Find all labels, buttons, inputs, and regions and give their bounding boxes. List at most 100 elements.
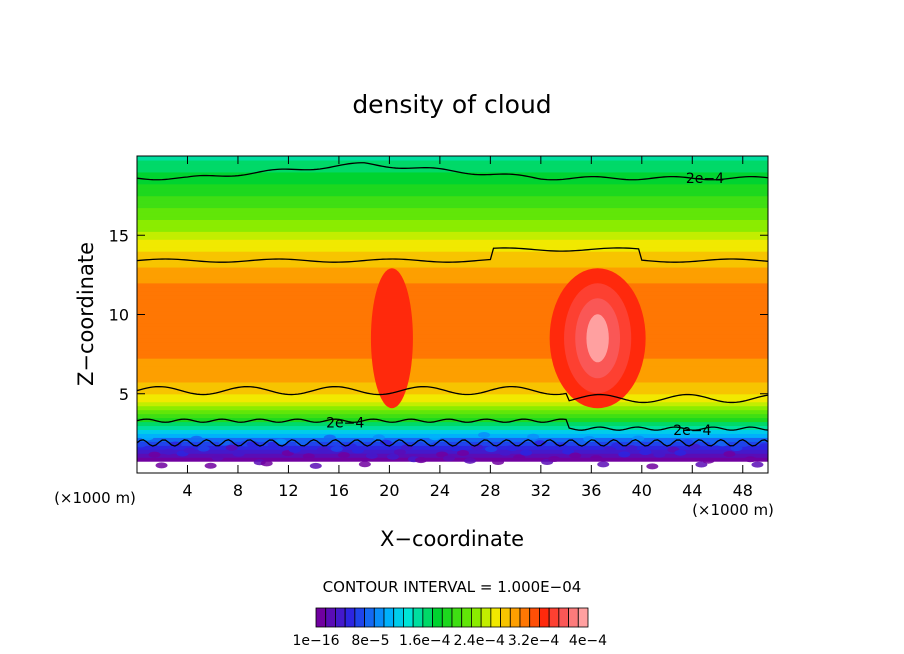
x-tick-label: 12: [278, 481, 298, 500]
density-patch: [485, 446, 498, 453]
density-patch: [653, 451, 666, 458]
density-band: [137, 366, 768, 371]
density-band: [137, 191, 768, 197]
density-patch: [562, 448, 575, 455]
density-patch: [611, 442, 624, 449]
colorbar-swatch: [315, 607, 327, 628]
colorbar-swatch: [393, 607, 404, 628]
colorbar-label: 8e−5: [351, 633, 389, 649]
density-band: [137, 298, 768, 304]
y-axis-ticks: 5 10 15: [109, 226, 768, 404]
density-band: [137, 342, 768, 347]
colorbar-swatch: [548, 607, 560, 628]
density-band: [137, 350, 768, 355]
y-tick-label: 15: [109, 226, 129, 245]
colorbar-label: 1e−16: [292, 633, 339, 649]
colorbar-swatch: [383, 607, 395, 628]
density-patch: [450, 445, 463, 452]
density-patch: [137, 441, 147, 448]
density-band: [137, 215, 768, 220]
colorbar-swatch: [529, 607, 540, 628]
density-patch: [260, 460, 273, 467]
density-patch: [569, 452, 582, 459]
density-band: [137, 346, 768, 351]
colorbar-swatch: [335, 607, 346, 628]
density-patch: [421, 438, 434, 445]
density-patch: [372, 434, 385, 441]
density-patch: [590, 455, 603, 462]
density-patch: [751, 461, 764, 468]
density-band: [137, 401, 768, 407]
contour-line: [137, 439, 768, 447]
colorbar-swatch: [490, 607, 501, 628]
density-band: [137, 247, 768, 252]
density-band: [137, 314, 768, 320]
density-band: [137, 429, 768, 434]
y-tick-label: 5: [119, 385, 129, 404]
density-band: [137, 421, 768, 427]
density-band: [137, 235, 768, 240]
density-band: [137, 251, 768, 256]
density-patch: [513, 454, 526, 461]
density-patch: [499, 449, 512, 456]
contour-line: [137, 247, 768, 263]
density-band: [137, 362, 768, 367]
density-patch: [190, 435, 203, 442]
colorbar-swatch: [344, 607, 356, 628]
density-band: [137, 219, 768, 224]
x-tick-label: 4: [182, 481, 192, 500]
density-band: [137, 270, 768, 276]
contour-label: 2e−4: [673, 423, 711, 439]
density-patch: [302, 453, 315, 460]
density-patch: [506, 445, 519, 452]
plot-area: 2e−42e−4 2e−4 4 8 12 16 20 24 28 32 36 40 44 48 5101…: [109, 155, 769, 500]
density-band: [137, 354, 768, 359]
colorbar-swatch: [403, 607, 414, 628]
density-patch: [464, 457, 477, 464]
density-patch: [548, 456, 561, 463]
density-band: [137, 159, 768, 165]
density-band: [137, 223, 768, 228]
density-band: [137, 156, 768, 161]
density-band: [137, 385, 768, 391]
density-band: [137, 243, 768, 248]
density-patch: [737, 441, 750, 448]
colorbar: [315, 607, 589, 628]
contour-label: 2e−4: [326, 415, 364, 431]
density-patch: [225, 444, 238, 451]
density-band: [137, 227, 768, 232]
density-maximum: [370, 268, 413, 409]
colorbar-swatch: [354, 607, 365, 628]
colorbar-swatch: [373, 607, 385, 628]
density-patch: [744, 456, 757, 463]
density-band: [137, 461, 768, 466]
density-patch: [730, 445, 743, 452]
density-patch: [695, 461, 708, 468]
contour-label: 2e−4: [686, 171, 724, 187]
density-band: [137, 369, 768, 375]
density-patch: [758, 443, 768, 450]
density-band: [137, 175, 768, 181]
colorbar-swatch: [441, 607, 453, 628]
density-band: [137, 259, 768, 264]
density-patch: [358, 461, 371, 468]
density-patch: [492, 459, 505, 466]
density-band: [137, 381, 768, 387]
x-tick-label: 36: [581, 481, 601, 500]
density-band: [137, 195, 768, 201]
x-unit-left: (×1000 m): [54, 489, 136, 507]
density-band: [137, 338, 768, 343]
contour-line: [137, 418, 768, 431]
density-patch: [148, 451, 161, 458]
density-band: [137, 278, 768, 284]
x-axis-label: X−coordinate: [380, 527, 524, 551]
colorbar-swatch: [461, 607, 472, 628]
colorbar-swatch: [480, 607, 492, 628]
colorbar-swatch: [471, 607, 482, 628]
density-band: [137, 282, 768, 288]
density-band: [137, 453, 768, 458]
density-band: [137, 322, 768, 327]
colorbar-swatch: [422, 607, 433, 628]
colorbar-swatch: [539, 607, 550, 628]
colorbar-label: 1.6e−4: [399, 633, 451, 649]
